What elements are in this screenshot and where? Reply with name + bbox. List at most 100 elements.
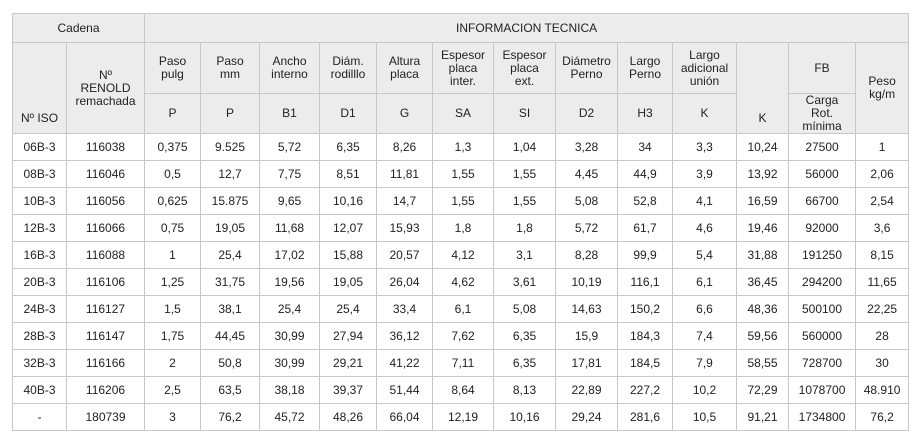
table-row: 16B-3 116088 1 25,4 17,02 15,88 20,57 4,12 3,1 8,… (12, 241, 910, 269)
label-l3: ext. (514, 73, 535, 88)
header-col-label: Paso mm (200, 42, 261, 94)
table-cell: 1,55 (432, 160, 495, 188)
table-cell: 10,2 (672, 376, 738, 404)
header-renold: Nº RENOLD remachada (65, 42, 146, 134)
header-col-label: Largo adicional unión (672, 42, 738, 94)
table-cell: 25,4 (259, 295, 321, 323)
table-cell: 14,63 (555, 295, 619, 323)
table-cell: 2,5 (144, 376, 202, 404)
table-cell: 19,46 (736, 214, 790, 242)
table-cell: 116088 (65, 241, 146, 269)
table-cell: 58,55 (736, 349, 790, 377)
table-cell: 6,1 (672, 268, 738, 296)
table-cell: 728700 (788, 349, 857, 377)
table-cell: 28B-3 (12, 322, 67, 350)
table-cell: 8,64 (432, 376, 495, 404)
table-cell: 8,26 (376, 133, 434, 161)
table-cell: 28 (855, 322, 910, 350)
table-cell: 4,1 (672, 187, 738, 215)
table-cell: 19,05 (319, 268, 378, 296)
table-cell: 33,4 (376, 295, 434, 323)
header-cadena: Cadena (11, 13, 146, 43)
table-cell: 116147 (65, 322, 146, 350)
table-cell: 15.875 (200, 187, 261, 215)
table-cell: 26,04 (376, 268, 434, 296)
table-cell: 27500 (788, 133, 857, 161)
table-cell: 116056 (65, 187, 146, 215)
table-cell: 1,8 (432, 214, 495, 242)
header-symbol: H3 (617, 93, 674, 134)
table-cell: 5,4 (672, 241, 738, 269)
table-cell: 99,9 (617, 241, 674, 269)
header-symbol: D2 (555, 93, 619, 134)
table-cell: 0,375 (144, 133, 202, 161)
header-renold-l1: Nº (98, 67, 113, 82)
table-cell: 06B-3 (12, 133, 67, 161)
table-cell: 29,21 (319, 349, 378, 377)
table-cell: 1734800 (788, 403, 857, 431)
table-cell: 17,02 (259, 241, 321, 269)
table-cell: 48,36 (736, 295, 790, 323)
table-cell: 0,625 (144, 187, 202, 215)
label-l2: placa (390, 67, 419, 81)
table-cell: 10,5 (672, 403, 738, 431)
table-cell: 1,3 (432, 133, 495, 161)
table-cell: 4,12 (432, 241, 495, 269)
table-cell: 500100 (788, 295, 857, 323)
header-col-label: Espesor placa inter. (432, 42, 495, 94)
table-cell: 25,4 (200, 241, 261, 269)
table-row: 24B-3 116127 1,5 38,1 25,4 25,4 33,4 6,1 5,08 14,… (12, 295, 910, 323)
table-cell: 560000 (788, 322, 857, 350)
header-k: K (736, 42, 790, 134)
table-cell: 10,16 (493, 403, 557, 431)
table-cell: 44,9 (617, 160, 674, 188)
label-l3: inter. (450, 73, 477, 88)
table-cell: 16,59 (736, 187, 790, 215)
table-cell: 15,88 (319, 241, 378, 269)
table-cell: 16B-3 (12, 241, 67, 269)
table-cell: 52,8 (617, 187, 674, 215)
table-cell: 20B-3 (12, 268, 67, 296)
table-cell: 150,2 (617, 295, 674, 323)
table-body: 06B-3 116038 0,375 9.525 5,72 6,35 8,26 1,3 1,04… (12, 133, 910, 431)
table-cell: 30,99 (259, 349, 321, 377)
header-row-labels: Nº ISO Nº RENOLD remachada Paso pulg Paso… (12, 42, 910, 134)
table-cell: 5,72 (555, 214, 619, 242)
table-cell: 8,15 (855, 241, 910, 269)
table-cell: 36,45 (736, 268, 790, 296)
label-l1: Largo (689, 47, 720, 62)
table-cell: 76,2 (200, 403, 261, 431)
header-symbol: B1 (259, 93, 321, 134)
table-cell: 8,51 (319, 160, 378, 188)
table-cell: 6,35 (493, 322, 557, 350)
table-cell: 8,13 (493, 376, 557, 404)
table-cell: 19,05 (200, 214, 261, 242)
header-informacion-tecnica: INFORMACION TECNICA (144, 13, 910, 43)
table-cell: 15,93 (376, 214, 434, 242)
table-cell: 1,55 (432, 187, 495, 215)
label-l1: Paso (158, 54, 187, 68)
table-cell: 12,19 (432, 403, 495, 431)
table-row: 40B-3 116206 2,5 63,5 38,18 39,37 51,44 8,64 8,1… (12, 376, 910, 404)
table-cell: 25,4 (319, 295, 378, 323)
table-cell: 5,72 (259, 133, 321, 161)
label-l2: adicional (680, 60, 729, 75)
label-l1: Altura (388, 54, 421, 68)
label-l2: interno (271, 67, 308, 81)
label-l1: Espesor (502, 47, 547, 62)
table-cell: 3,6 (855, 214, 910, 242)
table-cell: 116106 (65, 268, 146, 296)
table-cell: 63,5 (200, 376, 261, 404)
table-cell: 3,1 (493, 241, 557, 269)
table-row: 12B-3 116066 0,75 19,05 11,68 12,07 15,93 1,8 1,… (12, 214, 910, 242)
table-cell: 91,21 (736, 403, 790, 431)
table-cell: 4,62 (432, 268, 495, 296)
table-cell: 116206 (65, 376, 146, 404)
table-cell: 24B-3 (12, 295, 67, 323)
label-l1: Largo (629, 54, 661, 68)
label-l2: Perno (629, 67, 662, 81)
label-l2: placa (448, 60, 478, 75)
header-peso: Peso kg/m (855, 42, 910, 134)
table-cell: 1 (144, 241, 202, 269)
table-cell: 45,72 (259, 403, 321, 431)
